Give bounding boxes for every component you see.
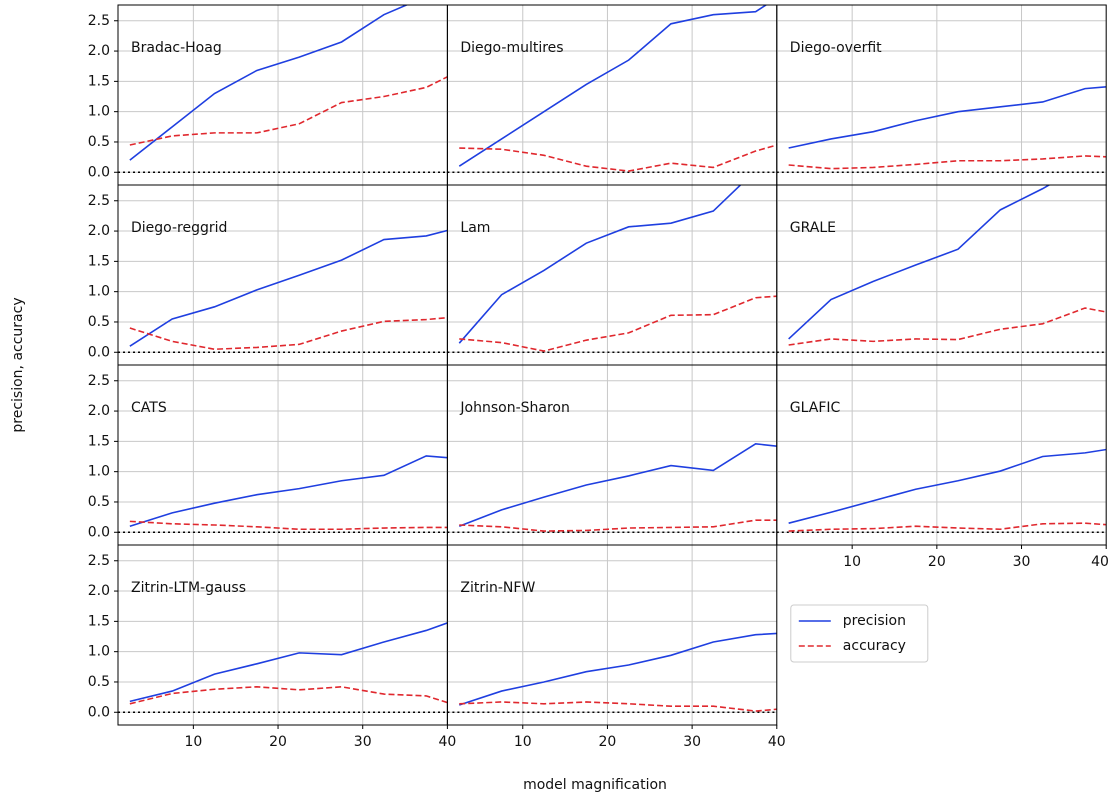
series-line — [129, 686, 448, 705]
y-tick-label: 2.5 — [88, 193, 110, 209]
x-tick-label: 30 — [683, 734, 701, 750]
panel — [776, 5, 1107, 185]
panel-frame — [446, 544, 778, 726]
series-line — [788, 86, 1107, 149]
y-tick-label: 1.5 — [88, 253, 110, 269]
series-line — [458, 5, 768, 167]
legend-label: accuracy — [843, 638, 906, 654]
x-tick-label: 10 — [184, 734, 202, 750]
y-tick-label: 2.0 — [88, 403, 110, 419]
panel-frame — [446, 184, 778, 366]
legend-frame — [790, 604, 929, 663]
y-tick-label: 0.5 — [88, 134, 110, 150]
series-line — [788, 307, 1107, 346]
series-line — [129, 75, 448, 146]
series-line — [129, 455, 448, 527]
panel — [118, 185, 448, 365]
panel-frame — [117, 4, 448, 186]
series-line — [129, 316, 448, 351]
panel-frame — [776, 184, 1107, 366]
y-tick-label: 0.0 — [88, 524, 110, 540]
y-tick-label: 0.0 — [88, 164, 110, 180]
series-line — [788, 522, 1107, 532]
series-line — [788, 448, 1107, 524]
y-tick-label: 0.0 — [88, 704, 110, 720]
series-line — [459, 519, 777, 532]
panel-frame — [117, 364, 448, 546]
y-tick-label: 2.5 — [88, 13, 110, 29]
series-line — [788, 185, 1051, 340]
panel — [447, 545, 777, 725]
x-tick-label: 40 — [1091, 554, 1109, 570]
series-line — [459, 295, 777, 352]
panel — [118, 545, 448, 725]
y-tick-label: 0.0 — [88, 344, 110, 360]
y-axis-label: precision, accuracy — [10, 297, 26, 432]
y-tick-label: 0.5 — [88, 314, 110, 330]
y-tick-label: 0.5 — [88, 674, 110, 690]
panel-title: CATS — [131, 400, 167, 416]
x-axis-label: model magnification — [523, 777, 667, 793]
panel-frame — [776, 4, 1107, 186]
y-tick-label: 1.0 — [88, 104, 110, 120]
panel-title: Johnson-Sharon — [459, 400, 569, 416]
panel — [447, 5, 777, 185]
x-tick-label: 30 — [1013, 554, 1031, 570]
y-tick-label: 2.5 — [88, 373, 110, 389]
panel-frame — [446, 364, 778, 546]
series-line — [459, 701, 777, 712]
y-tick-label: 2.0 — [88, 43, 110, 59]
y-tick-label: 2.0 — [88, 223, 110, 239]
y-tick-label: 1.5 — [88, 433, 110, 449]
y-tick-label: 1.5 — [88, 613, 110, 629]
panel-frame — [776, 364, 1107, 546]
x-tick-label: 20 — [928, 554, 946, 570]
series-line — [129, 622, 448, 703]
panel-title: Diego-multires — [460, 40, 563, 56]
panel-title: Zitrin-NFW — [460, 580, 535, 596]
panel-frame — [117, 544, 448, 726]
series-line — [459, 144, 777, 172]
panel-title: Bradac-Hoag — [131, 40, 222, 56]
y-tick-label: 1.0 — [88, 284, 110, 300]
y-tick-label: 1.0 — [88, 464, 110, 480]
panel — [118, 5, 448, 185]
panel-title: GLAFIC — [790, 400, 841, 416]
y-tick-label: 1.0 — [88, 644, 110, 660]
y-tick-label: 1.5 — [88, 73, 110, 89]
x-tick-label: 20 — [599, 734, 617, 750]
series-line — [458, 185, 742, 344]
panel-title: Diego-reggrid — [131, 220, 227, 236]
legend-label: precision — [843, 613, 906, 629]
panel — [118, 365, 448, 545]
panel-title: Diego-overfit — [790, 40, 882, 56]
x-tick-label: 40 — [768, 734, 786, 750]
series-line — [459, 632, 777, 706]
series-line — [129, 229, 448, 347]
series-line — [788, 155, 1107, 170]
panel — [447, 365, 777, 545]
panel — [776, 365, 1107, 545]
panel-frame — [117, 184, 448, 366]
x-tick-label: 20 — [269, 734, 287, 750]
panel-title: Zitrin-LTM-gauss — [131, 580, 246, 596]
panel-title: Lam — [460, 220, 490, 236]
x-tick-label: 10 — [843, 554, 861, 570]
panel-title: GRALE — [790, 220, 836, 236]
y-tick-label: 2.0 — [88, 583, 110, 599]
y-tick-label: 2.5 — [88, 553, 110, 569]
series-line — [129, 5, 409, 161]
x-tick-label: 10 — [514, 734, 532, 750]
panel-frame — [446, 4, 778, 186]
panel — [776, 185, 1107, 365]
x-tick-label: 40 — [438, 734, 456, 750]
series-line — [458, 442, 777, 527]
panel — [447, 185, 777, 365]
y-tick-label: 0.5 — [88, 494, 110, 510]
x-tick-label: 30 — [354, 734, 372, 750]
series-line — [129, 520, 448, 531]
